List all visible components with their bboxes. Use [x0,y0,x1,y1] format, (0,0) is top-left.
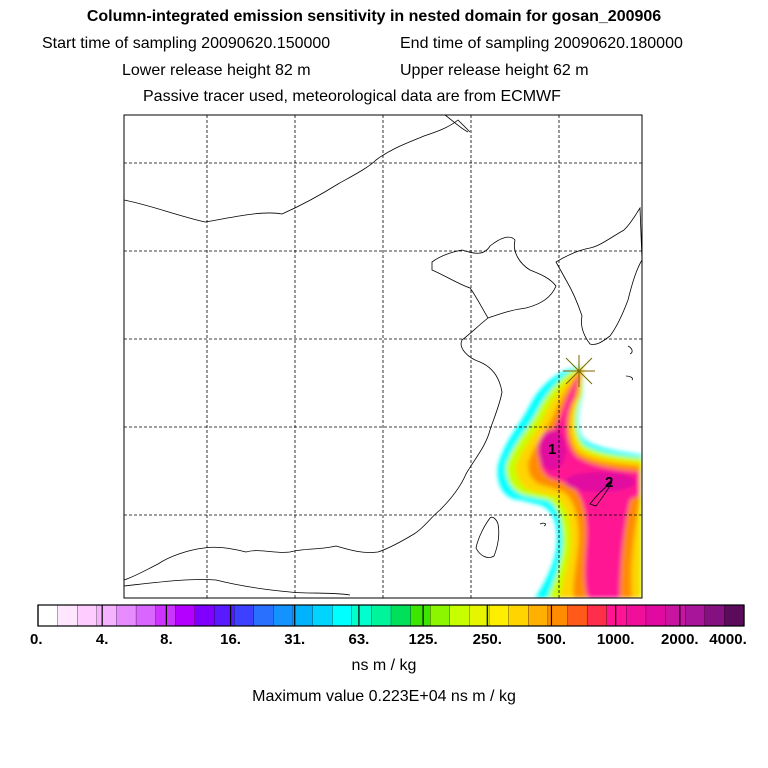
legend-tick-label: 31. [284,631,306,648]
lower-release-label: Lower release height 82 m [122,62,311,79]
legend-tick-label: 250. [472,631,502,648]
legend-color-cell [37,604,59,627]
legend-color-cell [233,604,255,627]
legend-color-cell [488,604,510,627]
legend-color-cell [273,604,294,627]
legend-tick-label: 8. [160,631,173,648]
legend-color-cell [194,604,215,627]
release-site-marker [563,355,595,387]
legend-color-cell [704,604,725,627]
legend-color-cell [77,604,98,627]
legend-tick-label: 4. [95,631,109,648]
legend-tick-label: 125. [408,631,438,648]
legend-tick-label: 4000. [709,631,747,648]
legend-tick-label: 0. [30,631,43,648]
legend-color-cell [430,604,451,627]
legend-tick-label: 2000. [661,631,699,648]
legend-color-cell [626,604,647,627]
legend-color-cell [253,604,274,627]
legend-color-cell [528,604,549,627]
legend-color-cell [665,604,686,627]
maximum-value-label: Maximum value 0.223E+04 ns m / kg [252,688,516,705]
legend-color-cell [214,604,235,627]
legend-color-cell [292,604,314,627]
legend-color-cell [645,604,667,627]
legend-color-cell [155,604,176,627]
legend-color-cell [135,604,157,627]
legend-color-cell [508,604,529,627]
end-time-label: End time of sampling 20090620.180000 [400,35,683,52]
map-title: Column-integrated emission sensitivity i… [86,8,662,25]
legend-color-cell [96,604,117,627]
legend-color-cell [371,604,392,627]
legend-tick-label: 63. [348,631,370,648]
legend-color-cell [685,604,706,627]
legend-color-cell [390,604,412,627]
legend-color-cell [567,604,588,627]
legend-color-cell [175,604,196,627]
map-frame [123,114,643,599]
upper-release-label: Upper release height 62 m [400,62,589,79]
legend-color-cell [312,604,333,627]
legend-tick-label: 1000. [596,631,635,648]
lat-lon-grid [124,115,642,598]
legend-color-cell [332,604,353,627]
legend-color-cell [57,604,78,627]
legend-color-cell [586,604,608,627]
legend-color-cell [116,604,137,627]
legend-color-cell [469,604,490,627]
legend-color-cell [410,604,431,627]
sensitivity-plume [497,366,642,598]
legend-unit: ns m / kg [351,657,417,674]
tracer-note: Passive tracer used, meteorological data… [143,88,561,105]
cluster-marker-2: 2 [605,474,613,491]
legend-color-cell [449,604,470,627]
coastlines [124,115,642,596]
legend-color-cell [606,604,627,627]
cluster-marker-1: 1 [548,441,556,458]
legend-tick-label: 16. [220,631,241,648]
start-time-label: Start time of sampling 20090620.150000 [42,35,331,52]
legend-color-cell [724,604,745,627]
legend-tick-label: 500. [536,631,567,648]
legend-color-cell [351,604,372,627]
